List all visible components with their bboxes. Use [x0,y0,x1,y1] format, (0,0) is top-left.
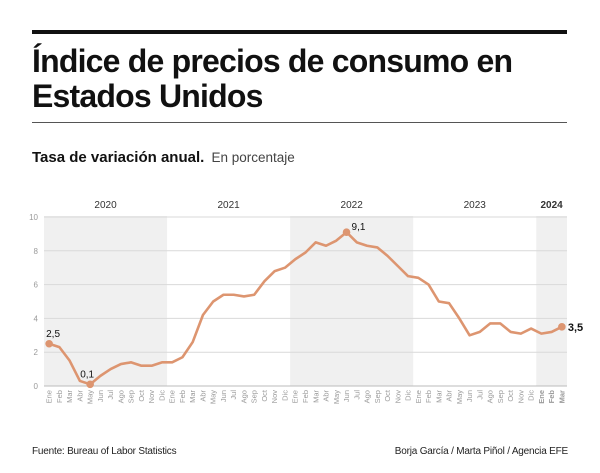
x-tick-label: Abr [198,389,207,401]
x-tick-label: Jun [96,390,105,402]
chart-subtitle: Tasa de variación anual. En porcentaje [32,149,295,166]
x-tick-label: Jun [465,390,474,402]
year-label-2022: 2022 [341,200,364,211]
y-tick-label: 6 [34,281,39,290]
x-tick-label: Nov [393,390,402,404]
x-tick-label: Jun [342,390,351,402]
data-label: 9,1 [352,222,366,233]
data-label: 0,1 [80,369,94,380]
x-tick-label: Ago [116,390,125,403]
title-divider [32,122,567,123]
x-tick-label: Mar [434,390,443,403]
x-tick-label: May [86,390,95,404]
credit-note: Borja García / Marta Piñol / Agencia EFE [394,446,568,457]
x-tick-label: Feb [547,390,556,404]
x-tick-label: Nov [147,390,156,404]
subtitle-unit: En porcentaje [211,150,295,165]
x-tick-label: May [455,390,464,404]
year-label-2021: 2021 [217,200,240,211]
year-band-2020 [44,216,168,386]
x-tick-label: Ago [363,390,372,403]
x-tick-label: Mar [557,390,566,403]
data-point-marker [45,339,53,348]
year-label-2023: 2023 [464,200,487,211]
x-tick-label: May [332,390,341,404]
subtitle-main: Tasa de variación anual. [32,149,205,166]
y-tick-label: 10 [29,213,38,222]
y-tick-label: 2 [34,348,39,357]
x-tick-label: Jul [229,390,238,400]
x-tick-label: Feb [178,390,187,403]
x-tick-label: Mar [65,390,74,403]
year-band-2024 [536,216,567,386]
y-tick-label: 0 [34,382,39,391]
page-title: Índice de precios de consumo en Estados … [32,43,513,114]
x-tick-label: Oct [383,389,392,402]
x-tick-label: Abr [75,389,84,401]
x-tick-label: Oct [260,389,269,402]
x-tick-label: Dic [527,390,536,401]
y-tick-label: 8 [34,247,39,256]
year-label-2020: 2020 [94,200,117,211]
y-tick-label: 4 [34,314,39,323]
data-point-marker [342,228,351,237]
x-tick-label: Dic [157,390,166,401]
x-tick-label: Feb [55,390,64,403]
x-tick-label: Mar [188,390,197,403]
x-tick-label: Feb [301,390,310,403]
x-tick-label: Ene [291,390,300,403]
x-tick-label: Nov [270,390,279,404]
x-tick-label: Ago [486,390,495,403]
x-tick-label: Oct [506,389,515,402]
cpi-series-line [47,230,564,386]
x-tick-label: Sep [496,390,505,403]
x-tick-label: Feb [424,390,433,403]
x-tick-label: Nov [516,390,525,404]
x-tick-label: Ene [414,390,423,403]
x-tick-label: Abr [445,389,454,401]
data-label: 3,5 [568,322,583,334]
data-label: 2,5 [46,329,60,340]
x-tick-label: Sep [373,390,382,403]
data-point-marker [558,323,566,331]
top-rule [32,30,567,34]
x-tick-label: Dic [404,390,413,401]
data-point-marker [86,380,94,389]
x-tick-label: Jul [352,390,361,400]
year-label-2024: 2024 [540,200,563,211]
x-tick-label: Ago [239,390,248,403]
x-tick-label: Abr [322,389,331,401]
x-tick-label: Oct [137,389,146,402]
x-tick-label: Mar [311,390,320,403]
x-tick-label: Ene [537,390,546,404]
x-tick-label: Dic [280,390,289,401]
source-note: Fuente: Bureau of Labor Statistics [32,446,177,457]
x-tick-label: Sep [250,390,259,403]
x-tick-label: Ene [45,390,54,403]
x-tick-label: May [209,390,218,404]
x-tick-label: Jul [106,390,115,400]
x-tick-label: Jun [219,390,228,402]
x-tick-label: Sep [127,390,136,403]
x-tick-label: Jul [475,390,484,400]
year-band-2022 [290,216,414,386]
x-tick-label: Ene [168,390,177,403]
